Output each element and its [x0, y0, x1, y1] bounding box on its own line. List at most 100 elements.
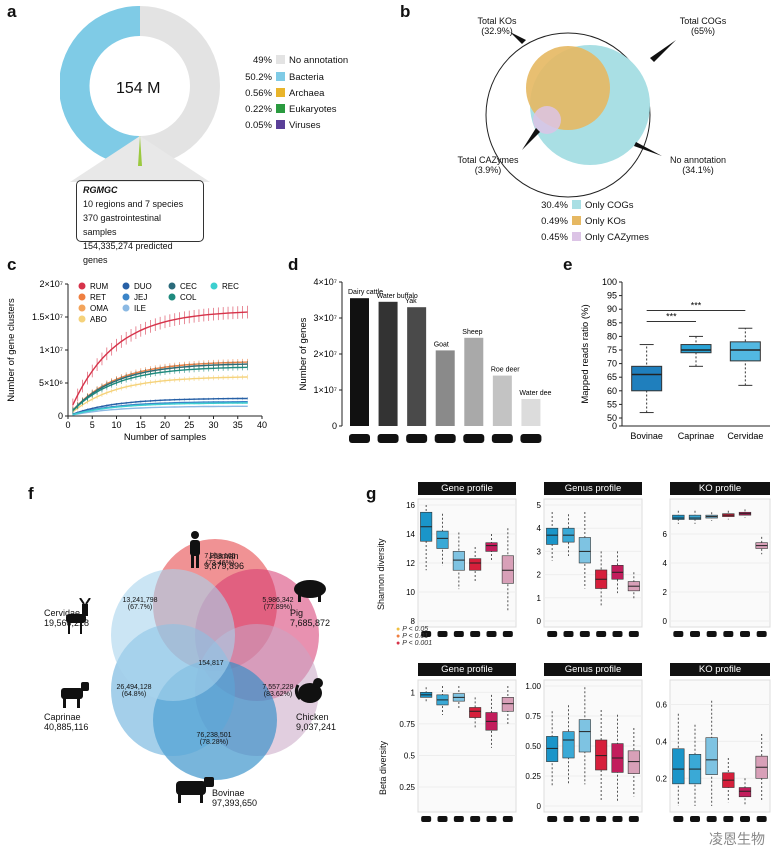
legend-pct: 0.49%	[541, 216, 568, 227]
g-tick-label: 14	[406, 530, 415, 539]
sig-label-2: ***	[691, 301, 702, 311]
y-tick-label: 55	[607, 399, 617, 409]
f-set-name: Chicken	[296, 712, 329, 722]
pval-2: P < 0.01	[402, 633, 429, 640]
f-set-chicken: Chicken 9,037,241	[296, 712, 336, 732]
overlap-pct: (64.8%)	[121, 691, 147, 698]
f-set-caprinae: Caprinae 40,885,116	[44, 712, 88, 732]
legend-dot-CEC	[168, 282, 176, 290]
legend-dot-DUO	[122, 282, 130, 290]
g-tick-label: 0.2	[656, 774, 668, 783]
pval-1: P < 0.05	[402, 626, 429, 633]
g-title-genus-1: Genus profile	[544, 482, 642, 495]
g-animal-icon	[437, 631, 448, 637]
b-kos-pct: (32.9%)	[481, 26, 513, 36]
g-animal-icon	[612, 631, 623, 637]
animal-icon	[434, 434, 456, 443]
g-plot-area-1	[543, 498, 643, 628]
legend-swatch	[572, 216, 581, 225]
legend-label-CEC: CEC	[180, 282, 197, 291]
g-animal-icon	[502, 816, 513, 822]
panel-letter-f: f	[28, 484, 34, 503]
g-tick-label: 1	[537, 594, 542, 603]
bar-label-3: Goat	[434, 341, 449, 348]
y-tick-label: 100	[602, 277, 617, 287]
g-tick-label: 0.4	[656, 737, 668, 746]
overlap-pct: (78.28%)	[199, 739, 229, 746]
panel-b-venn	[485, 32, 676, 198]
watermark: 凌恩生物	[709, 831, 765, 847]
legend-dot-REC	[210, 282, 218, 290]
y-tick-label: 85	[607, 318, 617, 328]
g-box	[738, 787, 752, 798]
g-animal-icon	[453, 816, 464, 822]
g-animal-icon	[740, 816, 750, 822]
legend-b-2: 0.45% Only CAZymes	[536, 232, 649, 243]
legend-a-1: 50.2% Bacteria	[242, 72, 324, 83]
g-animal-icon	[596, 816, 607, 822]
overlap-pct: (73.46%)	[205, 560, 235, 567]
legend-label-ABO: ABO	[90, 315, 107, 324]
legend-label: Archaea	[289, 88, 325, 99]
legend-dot-RUM	[78, 282, 86, 290]
overlap-value: 76,238,501	[196, 732, 232, 739]
bar-1	[378, 301, 398, 426]
f-set-count: 97,393,650	[212, 798, 258, 808]
legend-label-RUM: RUM	[90, 282, 109, 291]
legend-swatch	[276, 120, 285, 129]
f-set-count: 9,879,896	[203, 561, 245, 571]
b-kos: Total KOs	[477, 16, 517, 26]
g-animal-icon	[690, 631, 700, 637]
g-animal-icon	[563, 631, 574, 637]
g-tick-label: 0	[537, 802, 542, 811]
y-tick-label: 1.5×10⁷	[32, 312, 63, 322]
g-plot-area-3	[417, 679, 517, 813]
rgmgc-line: 370 gastrointestinal samples	[83, 213, 162, 237]
donut-bacteria	[60, 6, 140, 166]
f-set-name: Caprinae	[44, 712, 81, 722]
g-box	[546, 527, 559, 545]
g-tick-label: 8	[411, 617, 416, 626]
g-box	[501, 697, 514, 712]
panel-f-venn	[111, 539, 319, 780]
legend-swatch	[276, 72, 285, 81]
g-animal-icon	[563, 816, 574, 822]
chart-c: 0 5 10 15 20 25 30 35 40 0 5×10⁶ 1×10⁷ 1.5×10⁷ 2×10⁷ N…	[6, 279, 267, 443]
legend-pct: 49%	[252, 55, 272, 66]
b-none-pct: (34.1%)	[682, 165, 714, 175]
f-set-bovinae: Bovinae 97,393,650	[212, 788, 257, 808]
legend-label-OMA: OMA	[90, 304, 109, 313]
y-axis-label: Mapped reads ratio (%)	[580, 304, 591, 403]
g-animal-icon	[470, 631, 481, 637]
animal-icon	[520, 434, 542, 443]
f-set-count: 7,685,872	[290, 618, 331, 628]
g-animal-icon	[579, 816, 590, 822]
y-tick-label: 0	[332, 421, 337, 431]
b-label-cogs: Total COGs (65%)	[668, 16, 738, 36]
y-tick-label: 1×10⁷	[39, 345, 63, 355]
g-tick-label: 4	[663, 559, 668, 568]
human-icon	[190, 531, 200, 568]
f-set-count: 40,885,116	[44, 722, 89, 732]
x-tick-label: 10	[111, 420, 121, 430]
legend-label-REC: REC	[222, 282, 239, 291]
y-tick-label: 3×10⁷	[313, 313, 337, 323]
g-tick-label: 0.75	[399, 720, 415, 729]
g-animal-icon	[706, 631, 717, 637]
f-set-count: 9,037,241	[296, 722, 337, 732]
animal-icon	[406, 434, 428, 443]
legend-dot-OMA	[78, 304, 86, 312]
legend-label: Only KOs	[585, 216, 626, 227]
panel-letter-e: e	[563, 255, 573, 274]
panel-letter-a: a	[7, 2, 17, 21]
box-0	[631, 365, 663, 392]
overlap-value: 7,258,165	[204, 553, 236, 560]
g-box	[469, 707, 482, 718]
overlap-value: 13,241,798	[122, 597, 158, 604]
g-tick-label: 12	[406, 559, 415, 568]
x-tick-label: 0	[65, 420, 70, 430]
legend-pct: 50.2%	[245, 72, 272, 83]
rgmgc-box: RGMGC 10 regions and 7 species 370 gastr…	[76, 180, 204, 265]
g-animal-icon	[547, 816, 558, 822]
chicken-icon	[294, 678, 323, 703]
